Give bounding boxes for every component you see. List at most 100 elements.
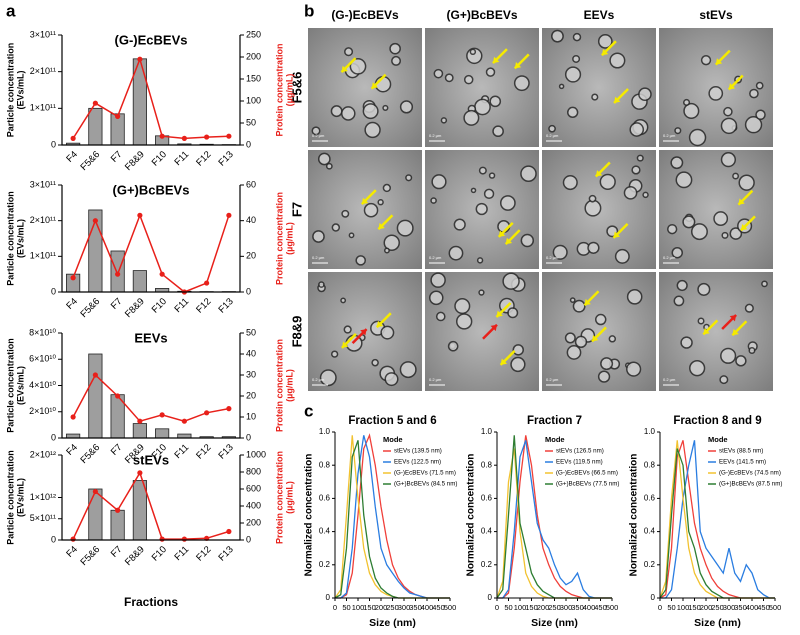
y2-tick-label: 0 — [246, 534, 251, 544]
scale-bar-label: 0.2 µm — [429, 133, 442, 138]
vesicle — [600, 357, 614, 371]
column-header: (G+)BcBEVs — [446, 8, 517, 22]
micrograph-grid: (G-)EcBEVs (G+)BcBEVs EEVs stEVs F5&6 0.2 µm 0… — [289, 8, 773, 391]
vesicle — [682, 215, 696, 229]
y-axis-label: (EVs/mL) — [15, 219, 25, 258]
y-tick-label: 4×10¹⁰ — [29, 380, 56, 390]
protein-point — [226, 212, 232, 218]
vesicle — [708, 86, 724, 101]
x-tick-label: F11 — [172, 544, 191, 563]
vesicle — [755, 81, 764, 90]
vesicle — [558, 83, 565, 90]
vesicle — [690, 223, 708, 241]
y-tick-label: 1.0 — [319, 427, 331, 436]
x-tick-label: F5&6 — [78, 442, 102, 466]
y2-tick-label: 0 — [246, 432, 251, 442]
protein-line — [72, 213, 230, 293]
vesicle — [325, 162, 333, 170]
y-tick-label: 0.6 — [319, 494, 331, 503]
x-tick-label: F11 — [172, 149, 191, 168]
y-tick-label: 1.0 — [481, 427, 493, 436]
protein-line — [72, 373, 230, 423]
scale-bar-label: 0.2 µm — [312, 133, 325, 138]
arrow-head — [505, 237, 513, 245]
legend-label: stEVs (88.5 nm) — [719, 448, 763, 455]
y-axis-label: Normalized concentration — [304, 454, 315, 577]
x-tick-label: 250 — [386, 603, 399, 612]
vesicle — [340, 106, 356, 121]
vesicle — [729, 227, 743, 240]
arrow-head — [614, 96, 621, 103]
y2-tick-label: 40 — [246, 348, 256, 358]
y2-axis-label: (µg/mL) — [284, 222, 294, 255]
vesicle — [476, 257, 484, 264]
y2-axis-label: (µg/mL) — [284, 74, 294, 107]
protein-point — [159, 412, 165, 418]
y2-tick-label: 10 — [246, 411, 256, 421]
y-tick-label: 2×10¹¹ — [30, 215, 56, 225]
x-tick-label: F13 — [216, 544, 235, 563]
y2-tick-label: 800 — [246, 466, 261, 476]
y2-axis-label: Protein concentration — [274, 43, 284, 136]
x-tick-label: F12 — [194, 442, 213, 461]
legend-label: EEVs (122.5 nm) — [394, 459, 441, 466]
x-tick-label: F11 — [172, 296, 191, 315]
scale-bar-label: 0.2 µm — [546, 255, 559, 260]
protein-point — [92, 100, 98, 106]
chart-title: stEVs — [133, 452, 169, 467]
vesicle — [488, 172, 496, 179]
vesicle — [720, 117, 738, 135]
x-tick-label: F10 — [150, 296, 169, 315]
axes — [61, 333, 241, 439]
y-axis-label: Particle concentration — [5, 338, 15, 433]
vesicle — [713, 211, 729, 226]
y-tick-label: 1×10¹¹ — [30, 103, 56, 113]
vesicle — [455, 313, 473, 330]
vesicle — [673, 295, 685, 307]
vesicle — [430, 197, 437, 204]
chart-title: Fraction 5 and 6 — [348, 415, 436, 427]
vesicle — [433, 68, 444, 79]
vesicle — [719, 375, 729, 385]
vesicle — [564, 66, 582, 83]
y-tick-label: 0.8 — [644, 460, 656, 469]
arrow-head — [732, 328, 739, 336]
axes — [61, 35, 241, 146]
vesicle — [587, 241, 600, 254]
y-axis-label: Particle concentration — [5, 450, 15, 545]
vesicle — [311, 126, 321, 136]
x-tick-label: 450 — [432, 603, 445, 612]
vesicle — [599, 173, 616, 190]
protein-point — [115, 271, 121, 277]
x-tick-label: 300 — [560, 603, 573, 612]
vesicle — [721, 231, 729, 239]
scale-bar-label: 0.2 µm — [429, 377, 442, 382]
vesicle — [572, 54, 581, 63]
protein-point — [92, 218, 98, 224]
arrow-head — [341, 65, 348, 73]
x-tick-label: 400 — [583, 603, 596, 612]
vesicle — [626, 361, 642, 377]
vesicle — [447, 340, 459, 352]
vesicle — [341, 209, 350, 218]
bar — [88, 107, 103, 146]
x-tick-label: F8&9 — [123, 149, 147, 173]
arrow-head — [514, 62, 522, 69]
y-axis-label: Normalized concentration — [629, 454, 640, 577]
vesicle — [675, 171, 693, 189]
scale-bar-label: 0.2 µm — [312, 377, 325, 382]
vesicle — [448, 245, 464, 261]
vesicle — [363, 202, 379, 218]
vesicle — [626, 288, 643, 305]
y-tick-label: 0 — [51, 139, 56, 149]
protein-point — [204, 410, 210, 416]
protein-point — [159, 133, 165, 139]
legend-label: (G-)EcBEVs (74.5 nm) — [719, 470, 781, 477]
row-label: F7 — [289, 202, 304, 217]
protein-point — [204, 280, 210, 286]
vesicle — [566, 345, 582, 360]
y-axis-label: Particle concentration — [5, 191, 15, 286]
arrow-head — [500, 358, 508, 365]
x-tick-label: 200 — [700, 603, 713, 612]
legend-label: stEVs (126.5 nm) — [556, 448, 604, 455]
